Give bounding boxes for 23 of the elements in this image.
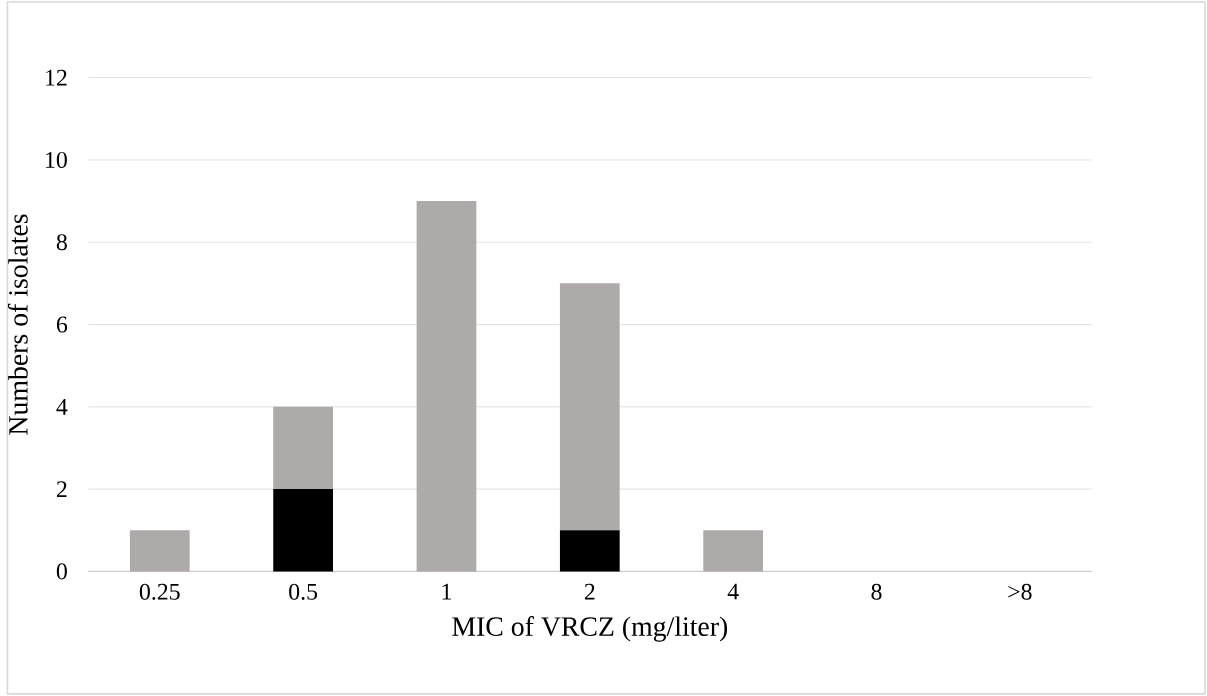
y-axis-title: Numbers of isolates	[7, 214, 28, 435]
y-tick-label: 4	[56, 399, 68, 415]
x-tick-label: >8	[1008, 583, 1032, 600]
bar	[273, 489, 333, 572]
bar	[416, 201, 477, 572]
x-tick-label: 0.25	[139, 583, 180, 600]
x-tick-label: 1	[442, 583, 451, 600]
y-tick-label: 0	[56, 563, 67, 580]
y-tick-label: 8	[56, 234, 67, 251]
bar	[559, 283, 620, 531]
x-tick-label: 2	[584, 583, 595, 600]
bar	[273, 406, 333, 490]
x-tick-label: 8	[871, 583, 882, 600]
bar	[559, 530, 620, 572]
bar	[129, 530, 190, 572]
x-tick-label: 4	[727, 583, 739, 600]
x-tick-label: 0.5	[289, 583, 318, 600]
y-tick-label: 2	[56, 481, 67, 498]
y-tick-label: 6	[56, 316, 68, 333]
x-axis-title: MIC of VRCZ (mg/liter)	[452, 616, 728, 642]
y-tick-label: 10	[46, 151, 67, 169]
bar	[703, 530, 764, 572]
y-tick-label: 12	[46, 69, 67, 86]
